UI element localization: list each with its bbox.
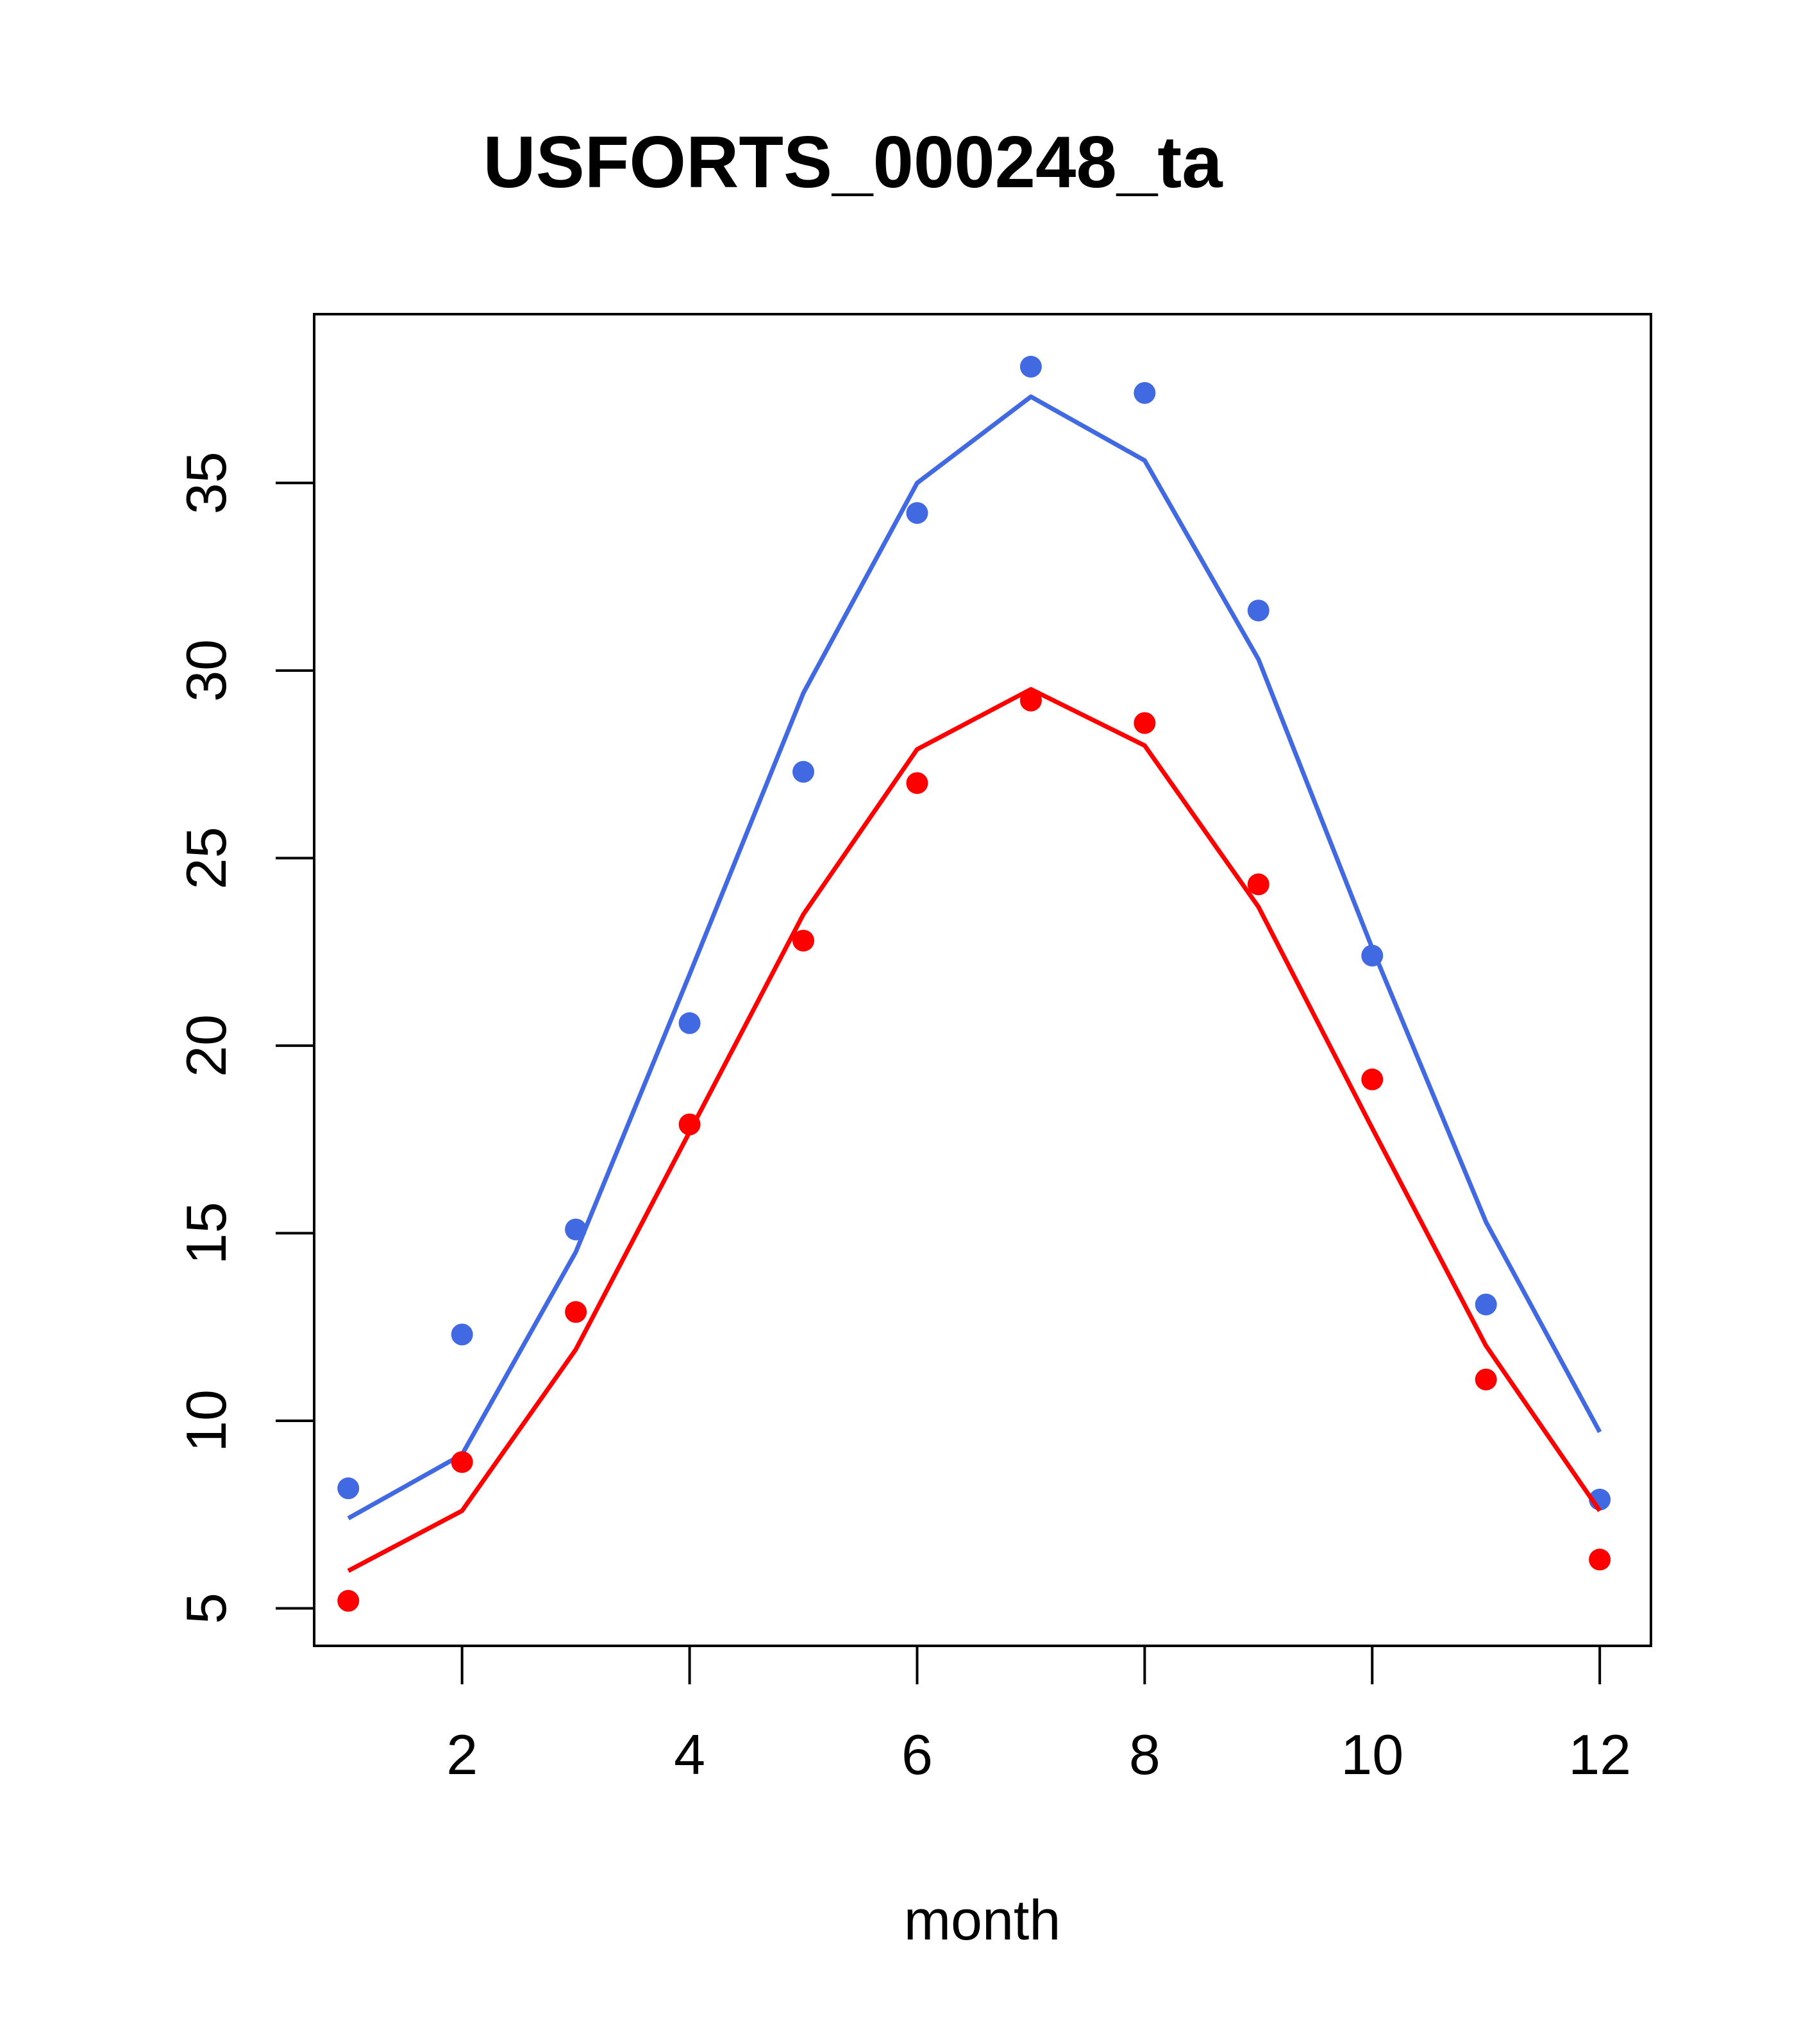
series-0-point-3: [565, 1218, 587, 1241]
series-layer: [337, 355, 1611, 1612]
x-tick-label-8: 8: [1129, 1723, 1160, 1786]
series-1-point-9: [1247, 873, 1269, 896]
series-1-point-10: [1361, 1068, 1384, 1091]
series-1-point-7: [1019, 689, 1042, 712]
x-tick-label-6: 6: [901, 1723, 933, 1786]
series-0-point-4: [678, 1012, 701, 1034]
series-1-point-5: [792, 930, 815, 952]
y-axis: 5 10 15 20 25 30 35: [174, 451, 314, 1624]
chart-title: USFORTS_000248_ta: [483, 122, 1223, 203]
series-0-point-2: [451, 1323, 473, 1346]
y-tick-label-35: 35: [174, 451, 238, 514]
x-tick-label-4: 4: [674, 1723, 705, 1786]
y-tick-label-15: 15: [174, 1202, 238, 1264]
series-1-point-3: [565, 1301, 587, 1323]
series-0-point-1: [337, 1477, 360, 1500]
series-0-point-5: [792, 760, 815, 783]
series-0-point-10: [1361, 944, 1384, 967]
series-1-point-8: [1134, 712, 1156, 734]
series-1-point-6: [906, 772, 928, 794]
x-tick-label-12: 12: [1568, 1723, 1631, 1786]
series-1-point-2: [451, 1451, 473, 1473]
series-0-point-8: [1134, 381, 1156, 404]
series-0-point-6: [906, 502, 928, 524]
series-1-point-1: [337, 1589, 360, 1612]
series-0-point-11: [1475, 1293, 1497, 1316]
y-tick-label-30: 30: [174, 639, 238, 702]
y-tick-label-10: 10: [174, 1389, 238, 1452]
series-1-line: [347, 687, 1602, 1573]
series-1-point-12: [1589, 1548, 1611, 1571]
x-tick-label-2: 2: [446, 1723, 478, 1786]
series-1-point-4: [678, 1113, 701, 1135]
y-tick-label-25: 25: [174, 826, 238, 889]
y-tick-label-20: 20: [174, 1014, 238, 1077]
y-tick-label-5: 5: [174, 1593, 238, 1624]
x-axis-label: month: [904, 1888, 1061, 1952]
x-axis: 2 4 6 8 10 12: [446, 1646, 1631, 1786]
x-tick-label-10: 10: [1341, 1723, 1403, 1786]
series-0-point-7: [1019, 355, 1042, 378]
series-1-point-11: [1475, 1368, 1497, 1391]
series-0-point-9: [1247, 599, 1269, 622]
plot-frame: [313, 313, 1652, 1647]
series-0-line: [347, 394, 1602, 1521]
